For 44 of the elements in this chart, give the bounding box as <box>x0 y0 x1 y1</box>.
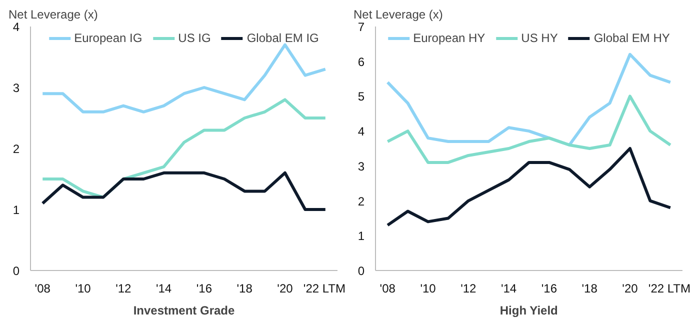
x-tick-label: '16 <box>541 282 558 296</box>
x-tick-label: '08 <box>34 282 51 296</box>
y-tick-label: 7 <box>358 20 365 34</box>
y-tick-label: 2 <box>358 194 365 208</box>
x-axis-title: High Yield <box>500 304 558 318</box>
y-axis-title: Net Leverage (x) <box>354 8 443 22</box>
legend-label: European IG <box>74 31 142 45</box>
y-tick-label: 3 <box>12 81 20 95</box>
y-tick-label: 3 <box>358 159 365 174</box>
x-tick-label: '22 LTM <box>648 282 690 296</box>
x-axis-title: Investment Grade <box>133 304 236 318</box>
x-tick-label: '14 <box>156 282 172 296</box>
y-axis-title: Net Leverage (x) <box>8 8 98 22</box>
x-tick-label: '20 <box>622 282 638 296</box>
y-tick-label: 1 <box>12 203 20 217</box>
y-tick-label: 6 <box>358 54 365 69</box>
x-tick-label: '22 LTM <box>303 282 346 296</box>
x-tick-label: '18 <box>582 282 598 296</box>
line-series <box>386 52 672 147</box>
legend-label: US IG <box>178 31 211 45</box>
x-tick-label: '10 <box>420 282 436 296</box>
x-tick-label: '18 <box>236 282 253 296</box>
legend-label: US HY <box>521 31 558 45</box>
line-series <box>41 43 327 114</box>
y-tick-label: 0 <box>12 264 20 278</box>
legend-label: Global EM IG <box>246 31 319 45</box>
x-tick-label: '10 <box>75 282 92 296</box>
line-series <box>41 171 327 211</box>
y-tick-label: 4 <box>12 20 20 34</box>
legend-label: European HY <box>413 31 486 45</box>
line-series <box>386 94 672 164</box>
x-tick-label: '12 <box>116 282 132 296</box>
y-tick-label: 4 <box>358 124 365 139</box>
x-tick-label: '16 <box>196 282 212 296</box>
y-tick-label: 2 <box>12 142 20 156</box>
legend-label: Global EM HY <box>594 31 670 45</box>
x-tick-label: '14 <box>500 282 517 296</box>
x-tick-label: '08 <box>380 282 396 296</box>
y-tick-label: 0 <box>358 264 365 278</box>
x-tick-label: '12 <box>460 282 477 296</box>
line-series <box>386 147 672 227</box>
y-tick-label: 1 <box>358 229 365 244</box>
x-tick-label: '20 <box>277 282 294 296</box>
y-tick-label: 5 <box>358 90 365 104</box>
